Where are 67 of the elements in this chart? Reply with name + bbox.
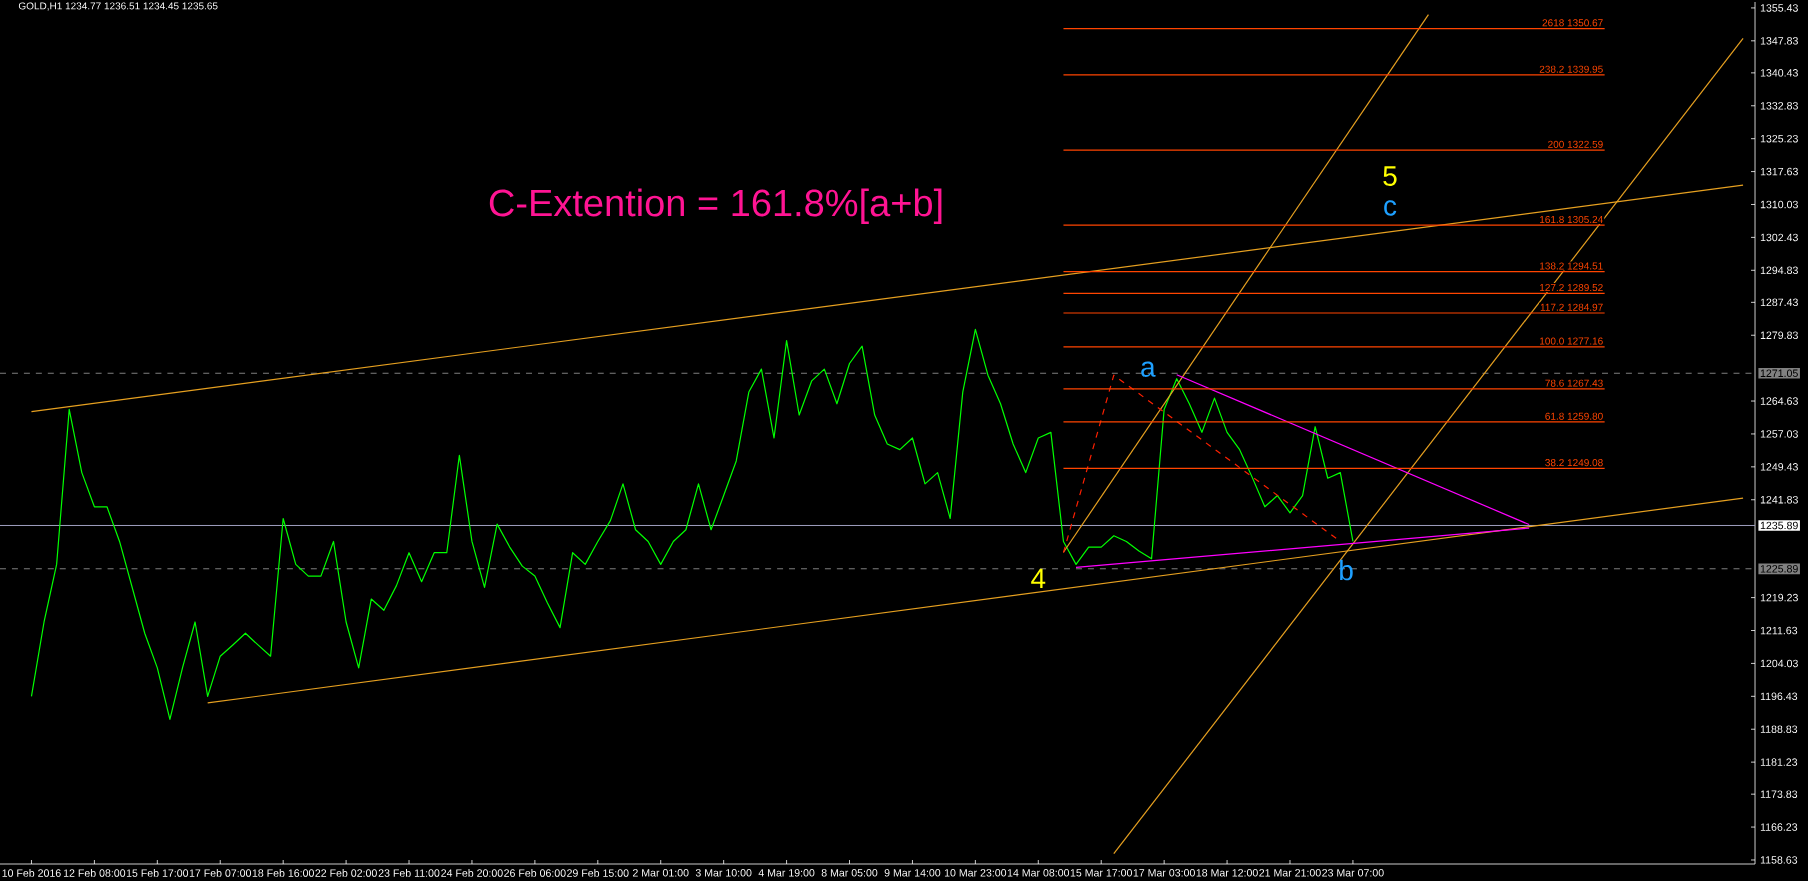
x-tick-label: 8 Mar 05:00 [821, 869, 878, 877]
y-tick-label: 1188.83 [1760, 725, 1798, 733]
y-tick-label: 1340.43 [1760, 69, 1798, 77]
y-tick-label: 1332.83 [1760, 102, 1798, 110]
y-tick-label: 1257.03 [1760, 430, 1798, 438]
x-tick-label: 22 Feb 02:00 [315, 869, 377, 877]
x-tick-label: 15 Mar 17:00 [1070, 869, 1132, 877]
series-label: 100.0 1277.16 [1540, 337, 1603, 345]
y-tick-label: 1173.83 [1760, 790, 1798, 798]
y-tick-label: 1355.43 [1760, 4, 1798, 12]
y-tick-label: 1279.83 [1760, 331, 1798, 339]
x-tick-label: 12 Feb 08:00 [63, 869, 126, 877]
y-tick-label: 1196.43 [1760, 692, 1798, 701]
series-label: 238.2 1339.95 [1539, 65, 1603, 73]
y-tick-label: 1158.63 [1760, 856, 1798, 864]
annotation: 4 [1031, 568, 1046, 589]
x-tick-label: 18 Feb 16:00 [252, 869, 314, 877]
y-tick-label: 1294.83 [1760, 266, 1798, 275]
y-tick-label: 1204.03 [1760, 659, 1798, 668]
y-tick-label: 1325.23 [1760, 134, 1798, 143]
x-tick-label: 9 Mar 14:00 [884, 869, 941, 877]
series-label: 38.2 1249.08 [1545, 459, 1603, 467]
x-tick-label: 24 Feb 20:00 [441, 869, 503, 877]
x-tick-label: 3 Mar 10:00 [695, 869, 752, 877]
series-label: 61.8 1259.80 [1545, 412, 1603, 420]
x-tick-label: 10 Mar 23:00 [944, 869, 1007, 877]
series-label: 161.8 1305.24 [1540, 215, 1603, 224]
series-label: 200 1322.59 [1548, 140, 1603, 148]
y-tick-label: 1302.43 [1760, 233, 1798, 242]
y-tick-label: 1166.23 [1760, 823, 1798, 831]
annotation: 5 [1383, 166, 1397, 186]
x-tick-label: 14 Mar 08:00 [1007, 869, 1070, 877]
x-tick-label: 4 Mar 19:00 [758, 869, 815, 877]
series-label: 78.6 1267.43 [1545, 379, 1603, 387]
y-tick-label: 1219.23 [1760, 593, 1798, 602]
annotation: c [1384, 200, 1397, 216]
ref-line-label: 1271.05 [1760, 369, 1798, 377]
y-tick-label: 1287.43 [1760, 298, 1798, 307]
chart-title: GOLD,H1 1234.77 1236.51 1234.45 1235.65 [18, 2, 218, 11]
x-tick-label: 21 Mar 21:00 [1259, 869, 1321, 877]
y-tick-label: 1317.63 [1760, 167, 1798, 176]
ref-line-label: 1235.89 [1760, 521, 1798, 530]
y-tick-label: 1310.03 [1760, 200, 1798, 209]
annotation: b [1340, 559, 1353, 581]
series-label: 127.2 1289.52 [1540, 284, 1603, 292]
y-tick-label: 1347.83 [1760, 37, 1798, 45]
series-label: 2618 1350.67 [1542, 19, 1603, 27]
x-tick-label: 2 Mar 01:00 [632, 869, 689, 877]
y-tick-label: 1264.63 [1760, 397, 1798, 405]
annotation: a [1141, 361, 1156, 377]
series-label: 117.2 1284.97 [1540, 303, 1603, 311]
y-tick-label: 1249.43 [1760, 463, 1798, 471]
x-tick-label: 17 Feb 07:00 [189, 869, 252, 877]
x-tick-label: 23 Mar 07:00 [1322, 869, 1384, 877]
annotation: C-Extention = 161.8%[a+b] [489, 188, 942, 224]
x-tick-label: 15 Feb 17:00 [126, 869, 189, 877]
x-tick-label: 17 Mar 03:00 [1133, 869, 1195, 877]
x-tick-label: 26 Feb 06:00 [504, 869, 566, 877]
ref-line-label: 1225.89 [1760, 565, 1798, 573]
y-tick-label: 1211.63 [1760, 626, 1798, 635]
y-tick-label: 1241.83 [1760, 496, 1798, 504]
x-tick-label: 29 Feb 15:00 [567, 869, 629, 877]
y-tick-label: 1181.23 [1760, 758, 1798, 766]
x-tick-label: 18 Mar 12:00 [1196, 869, 1258, 877]
x-tick-label: 23 Feb 11:00 [378, 869, 440, 877]
series-label: 138.2 1294.51 [1540, 262, 1603, 270]
x-tick-label: 10 Feb 2016 [2, 869, 61, 877]
